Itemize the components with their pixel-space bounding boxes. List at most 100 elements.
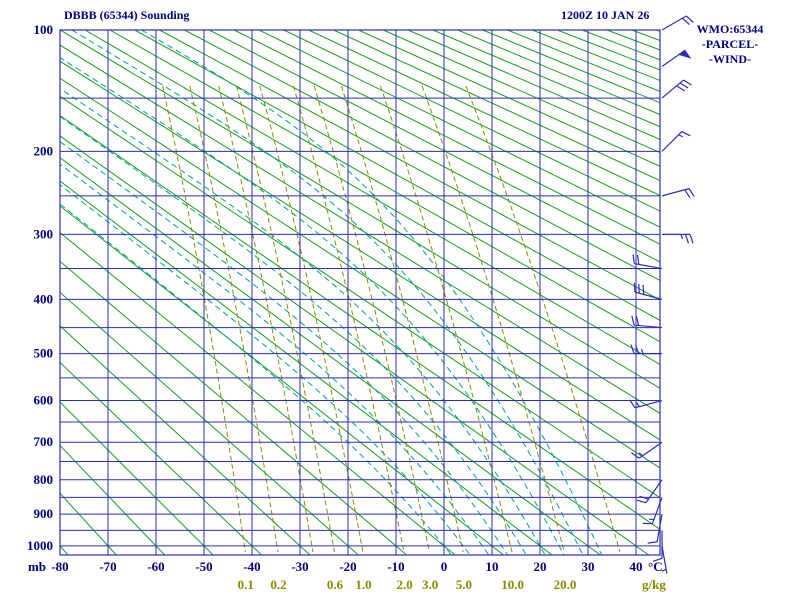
pressure-tick-label: 800 <box>34 472 54 487</box>
mixing-ratio-tick-label: 0.1 <box>238 577 254 592</box>
dry-adiabat <box>507 30 660 92</box>
temp-tick-label: -80 <box>51 559 68 574</box>
temp-tick-label: 20 <box>534 559 547 574</box>
dry-adiabat <box>656 30 660 32</box>
dry-adiabat <box>457 30 660 116</box>
wind-barb <box>661 188 695 199</box>
isobar-lines <box>60 29 660 547</box>
mixing-ratio-unit-label: g/kg <box>642 577 666 592</box>
chart-title: DBBB (65344) Sounding <box>64 8 190 22</box>
temp-tick-label: 0 <box>441 559 448 574</box>
legend-parcel-label: -PARCEL- <box>701 37 759 51</box>
dry-adiabat-lines <box>60 30 660 555</box>
mixing-ratio-line <box>259 85 364 553</box>
dry-adiabat <box>233 30 660 245</box>
wind-barb <box>631 315 663 329</box>
wind-barb <box>631 441 663 459</box>
dry-adiabat <box>60 30 660 389</box>
dry-adiabat <box>631 30 660 41</box>
wind-barb <box>636 479 663 504</box>
wind-barb <box>647 514 663 544</box>
dry-adiabat <box>482 30 660 104</box>
dry-adiabat <box>60 260 408 555</box>
mixing-ratio-tick-label: 5.0 <box>456 577 472 592</box>
dry-adiabat <box>358 30 660 167</box>
pressure-axis-labels: 100 200 300 400 500 600 700 800 900 1000 mb <box>27 22 53 574</box>
mixing-ratio-line <box>340 85 464 553</box>
wind-barb <box>642 497 663 525</box>
wind-barbs <box>629 15 695 574</box>
pressure-tick-label: 1000 <box>27 538 53 553</box>
temp-tick-label: -60 <box>147 559 164 574</box>
temp-tick-label: 10 <box>486 559 499 574</box>
moist-adiabat <box>71 30 584 555</box>
dry-adiabat <box>109 30 660 343</box>
wind-barb <box>629 399 663 409</box>
temp-tick-label: -70 <box>99 559 116 574</box>
wind-barb <box>630 344 662 355</box>
dry-adiabat <box>60 205 504 555</box>
dry-adiabat <box>60 157 601 555</box>
moist-adiabat <box>60 140 508 555</box>
mixing-ratio-tick-label: 1.0 <box>355 577 371 592</box>
temp-tick-label: -40 <box>243 559 260 574</box>
mixing-ratio-line <box>236 85 335 553</box>
dry-adiabat <box>60 325 311 555</box>
dry-adiabat <box>258 30 660 228</box>
dry-adiabat <box>60 180 553 555</box>
mixing-ratio-line <box>313 85 430 553</box>
dry-adiabat <box>184 30 660 282</box>
wind-barb <box>632 254 663 270</box>
wind-barb <box>661 79 692 99</box>
temp-tick-label: -20 <box>339 559 356 574</box>
temp-tick-label: 40 <box>630 559 643 574</box>
mixing-ratio-tick-label: 10.0 <box>501 577 524 592</box>
dry-adiabat <box>60 114 660 530</box>
dry-adiabat <box>60 231 456 555</box>
dry-adiabat <box>283 30 660 212</box>
wind-barb <box>661 15 694 31</box>
wind-barb <box>652 530 663 562</box>
plot-frame <box>59 29 661 556</box>
mixing-ratio-labels: 0.1 0.2 0.6 1.0 2.0 3.0 5.0 10.0 20.0 g/kg <box>238 577 667 592</box>
legend-station-id: WMO:65344 <box>696 22 764 36</box>
moist-adiabat <box>60 88 546 555</box>
moist-adiabat <box>60 56 565 555</box>
isotherm-lines <box>59 30 637 555</box>
dry-adiabat <box>308 30 660 197</box>
pressure-unit-label: mb <box>28 559 46 574</box>
mixing-ratio-tick-label: 0.2 <box>270 577 286 592</box>
temp-tick-label: -30 <box>291 559 308 574</box>
chart-datetime: 1200Z 10 JAN 26 <box>561 8 650 22</box>
mixing-ratio-tick-label: 20.0 <box>554 577 577 592</box>
moist-adiabat <box>141 30 603 555</box>
temp-tick-label: 30 <box>582 559 595 574</box>
dry-adiabat <box>60 361 262 555</box>
dry-adiabat <box>60 60 660 441</box>
dry-adiabat <box>60 95 660 499</box>
wind-barb <box>661 49 692 67</box>
wind-barb <box>633 282 663 300</box>
mixing-ratio-line <box>465 85 621 553</box>
dry-adiabat <box>60 444 166 555</box>
pressure-tick-label: 100 <box>34 22 54 37</box>
dry-adiabat <box>60 401 214 555</box>
pressure-tick-label: 500 <box>34 346 54 361</box>
legend-panel: WMO:65344 -PARCEL- -WIND- <box>692 22 768 67</box>
dry-adiabat <box>333 30 660 182</box>
dry-adiabat <box>134 30 660 321</box>
mixing-ratio-line <box>421 85 565 553</box>
moist-adiabat <box>60 115 527 555</box>
plot-border <box>59 29 661 556</box>
dry-adiabat <box>432 30 660 128</box>
wind-barb <box>662 233 694 244</box>
mixing-ratio-tick-label: 3.0 <box>422 577 438 592</box>
moist-adiabat <box>60 163 490 555</box>
moist-adiabat <box>60 203 452 555</box>
pressure-tick-label: 400 <box>34 291 54 306</box>
mixing-ratio-line <box>293 85 405 553</box>
dry-adiabat <box>557 30 660 71</box>
wind-barb <box>661 545 668 574</box>
